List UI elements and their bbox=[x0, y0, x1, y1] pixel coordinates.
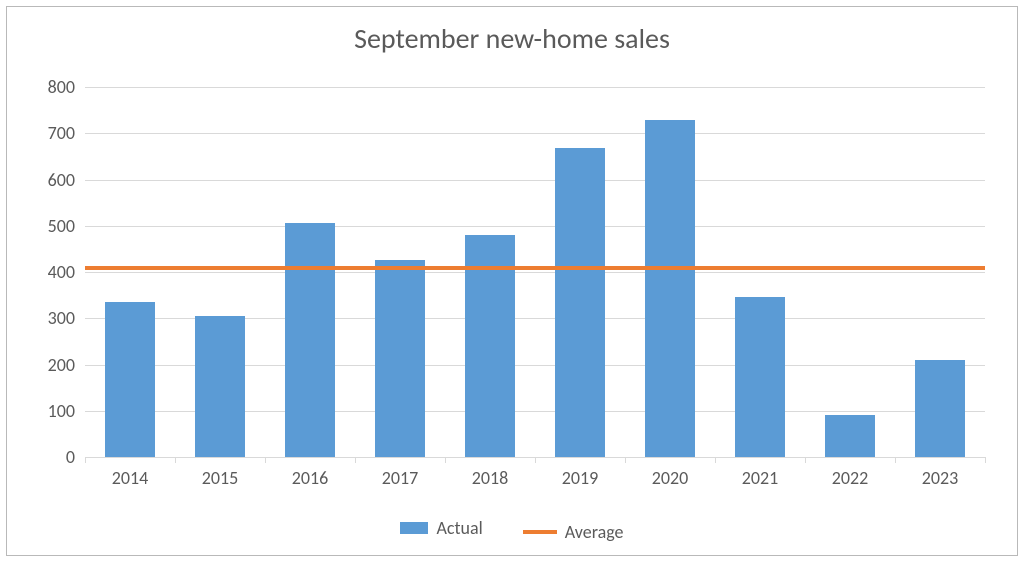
y-tick-label: 0 bbox=[66, 446, 75, 468]
y-tick-label: 500 bbox=[48, 215, 75, 237]
legend-label: Average bbox=[565, 521, 624, 543]
bar bbox=[195, 316, 245, 457]
legend-swatch-line bbox=[523, 530, 557, 534]
x-tick-mark bbox=[985, 457, 986, 463]
x-tick-label: 2019 bbox=[562, 467, 599, 489]
legend-item-actual: Actual bbox=[400, 517, 482, 539]
legend-item-average: Average bbox=[523, 521, 624, 543]
x-tick-label: 2023 bbox=[922, 467, 959, 489]
x-tick-label: 2018 bbox=[472, 467, 509, 489]
x-tick-mark bbox=[265, 457, 266, 463]
y-tick-label: 400 bbox=[48, 261, 75, 283]
x-tick-label: 2016 bbox=[292, 467, 329, 489]
x-tick-label: 2014 bbox=[112, 467, 149, 489]
x-tick-mark bbox=[625, 457, 626, 463]
chart-frame: September new-home sales 010020030040050… bbox=[6, 6, 1018, 556]
gridline bbox=[85, 226, 985, 227]
x-tick-mark bbox=[175, 457, 176, 463]
bar bbox=[285, 223, 335, 457]
bar bbox=[735, 297, 785, 457]
legend-swatch-bar bbox=[400, 522, 428, 534]
gridline bbox=[85, 87, 985, 88]
x-tick-mark bbox=[805, 457, 806, 463]
legend-label: Actual bbox=[436, 517, 482, 539]
y-tick-label: 700 bbox=[48, 122, 75, 144]
x-tick-label: 2017 bbox=[382, 467, 419, 489]
y-tick-label: 100 bbox=[48, 400, 75, 422]
bar bbox=[375, 260, 425, 457]
gridline bbox=[85, 180, 985, 181]
bar bbox=[915, 360, 965, 457]
gridline bbox=[85, 133, 985, 134]
bar bbox=[105, 302, 155, 457]
x-tick-label: 2021 bbox=[742, 467, 779, 489]
y-tick-label: 200 bbox=[48, 354, 75, 376]
chart-title: September new-home sales bbox=[7, 21, 1017, 56]
y-tick-label: 300 bbox=[48, 307, 75, 329]
bar bbox=[555, 148, 605, 457]
gridline bbox=[85, 272, 985, 273]
bar bbox=[825, 415, 875, 457]
legend: Actual Average bbox=[7, 517, 1017, 543]
bar bbox=[645, 120, 695, 457]
x-tick-mark bbox=[535, 457, 536, 463]
plot-area: 0100200300400500600700800201420152016201… bbox=[85, 87, 985, 457]
x-tick-mark bbox=[715, 457, 716, 463]
x-tick-label: 2015 bbox=[202, 467, 239, 489]
x-tick-mark bbox=[85, 457, 86, 463]
x-tick-label: 2020 bbox=[652, 467, 689, 489]
x-tick-label: 2022 bbox=[832, 467, 869, 489]
x-tick-mark bbox=[895, 457, 896, 463]
x-tick-mark bbox=[445, 457, 446, 463]
y-tick-label: 800 bbox=[48, 76, 75, 98]
y-tick-label: 600 bbox=[48, 169, 75, 191]
x-tick-mark bbox=[355, 457, 356, 463]
